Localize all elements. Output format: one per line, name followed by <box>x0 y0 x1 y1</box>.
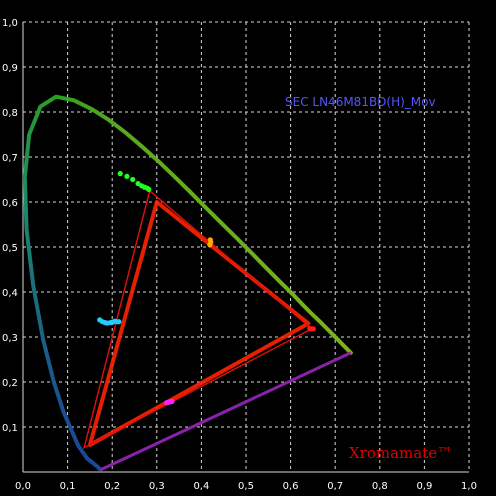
data-point <box>207 237 213 243</box>
x-tick-label: 1,0 <box>461 481 477 492</box>
chart-title: SEC LN46M81BD(H)_Mov <box>285 95 436 109</box>
x-tick-label: 0,1 <box>60 481 76 492</box>
x-tick-label: 0,9 <box>416 481 432 492</box>
y-tick-label: 0,1 <box>2 423 18 434</box>
y-tick-label: 0,2 <box>2 378 18 389</box>
reference-gamut-triangle <box>87 200 311 447</box>
grid <box>22 21 470 473</box>
y-tick-label: 0,7 <box>2 153 18 164</box>
measurement-points <box>97 171 316 406</box>
data-point <box>117 171 123 177</box>
data-point <box>146 186 152 192</box>
spectral-locus <box>22 94 353 472</box>
y-tick-label: 0,4 <box>2 288 18 299</box>
x-tick-label: 0,7 <box>327 481 343 492</box>
data-point <box>124 173 130 179</box>
x-tick-label: 0,6 <box>283 481 299 492</box>
y-tick-label: 0,6 <box>2 198 18 209</box>
data-point <box>307 325 313 332</box>
y-tick-labels: 0,1 0,2 0,3 0,4 0,5 0,6 0,7 0,8 0,9 1,0 <box>2 18 18 434</box>
x-tick-label: 0,5 <box>238 481 254 492</box>
y-tick-label: 0,9 <box>2 63 18 74</box>
x-tick-label: 0,8 <box>372 481 388 492</box>
x-tick-label: 0,4 <box>193 481 209 492</box>
x-tick-labels: 0,0 0,1 0,2 0,3 0,4 0,5 0,6 0,7 0,8 0,9 1,0 <box>15 481 477 492</box>
y-tick-label: 0,3 <box>2 333 18 344</box>
data-point <box>169 398 175 404</box>
y-tick-label: 0,8 <box>2 108 18 119</box>
data-point <box>130 176 136 183</box>
spectral-locus-curve <box>22 94 353 472</box>
y-tick-label: 0,5 <box>2 243 18 254</box>
x-tick-label: 0,0 <box>15 481 31 492</box>
brand-watermark: Xromamate™ <box>349 444 452 462</box>
x-tick-label: 0,3 <box>149 481 165 492</box>
purple-line <box>99 351 352 472</box>
data-point <box>116 319 122 325</box>
x-tick-label: 0,2 <box>104 481 120 492</box>
y-tick-label: 1,0 <box>2 18 18 29</box>
